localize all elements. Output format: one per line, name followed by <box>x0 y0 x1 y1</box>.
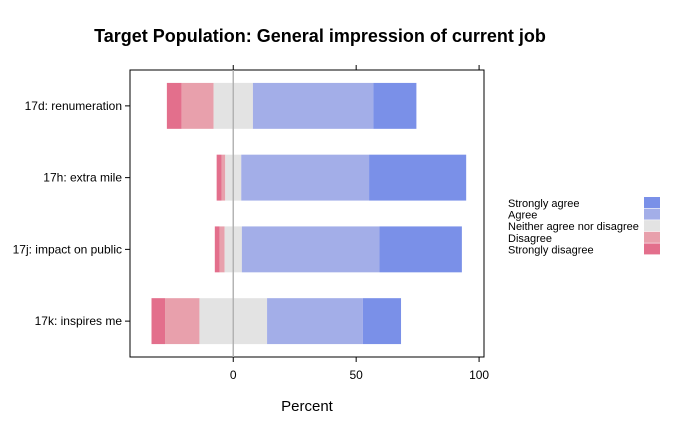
bar-disagree <box>219 226 225 273</box>
legend-swatch-neither-agree-nor-disagree <box>644 220 660 232</box>
legend-swatch-strongly-agree <box>644 197 660 208</box>
bar-disagree <box>181 82 214 129</box>
bar-strongly-disagree <box>216 154 222 201</box>
bar-disagree <box>221 154 226 201</box>
legend-label-strongly-agree: Strongly agree <box>508 198 580 210</box>
axes-group: 0 50 100 17d: renumeration 17h: extra mile 17… <box>13 65 489 382</box>
x-tick-label: 100 <box>469 368 489 382</box>
bar-agree <box>241 226 380 273</box>
bar-strongly-disagree <box>214 226 220 273</box>
bar-strongly-agree <box>362 298 402 345</box>
x-tick-label: 50 <box>349 368 363 382</box>
plot-frame <box>129 69 485 358</box>
category-label: 17d: renumeration <box>25 99 122 113</box>
category-label: 17h: extra mile <box>43 171 122 185</box>
chart-title: Target Population: General impression of… <box>94 26 546 46</box>
legend-swatch-strongly-disagree <box>644 243 660 255</box>
bar-strongly-agree <box>369 154 467 201</box>
legend-label-strongly-disagree: Strongly disagree <box>508 244 594 256</box>
bar-strongly-disagree <box>166 82 182 129</box>
bar-disagree <box>165 298 200 345</box>
category-label: 17j: impact on public <box>13 242 122 256</box>
legend-label-agree: Agree <box>508 210 537 222</box>
bar-agree <box>267 298 363 345</box>
bars-group <box>151 70 467 357</box>
legend-label-neither-agree-nor-disagree: Neither agree nor disagree <box>508 221 639 233</box>
bar-agree <box>252 82 374 129</box>
x-axis-title: Percent <box>281 398 334 415</box>
x-tick-label: 0 <box>230 368 237 382</box>
legend-swatch-disagree <box>644 231 660 243</box>
legend-label-disagree: Disagree <box>508 233 552 245</box>
legend-swatch-agree <box>644 208 660 220</box>
bar-agree <box>241 154 370 201</box>
bar-strongly-agree <box>379 226 462 273</box>
category-label: 17k: inspires me <box>35 314 123 328</box>
bar-strongly-disagree <box>151 298 166 345</box>
bar-strongly-agree <box>373 82 417 129</box>
